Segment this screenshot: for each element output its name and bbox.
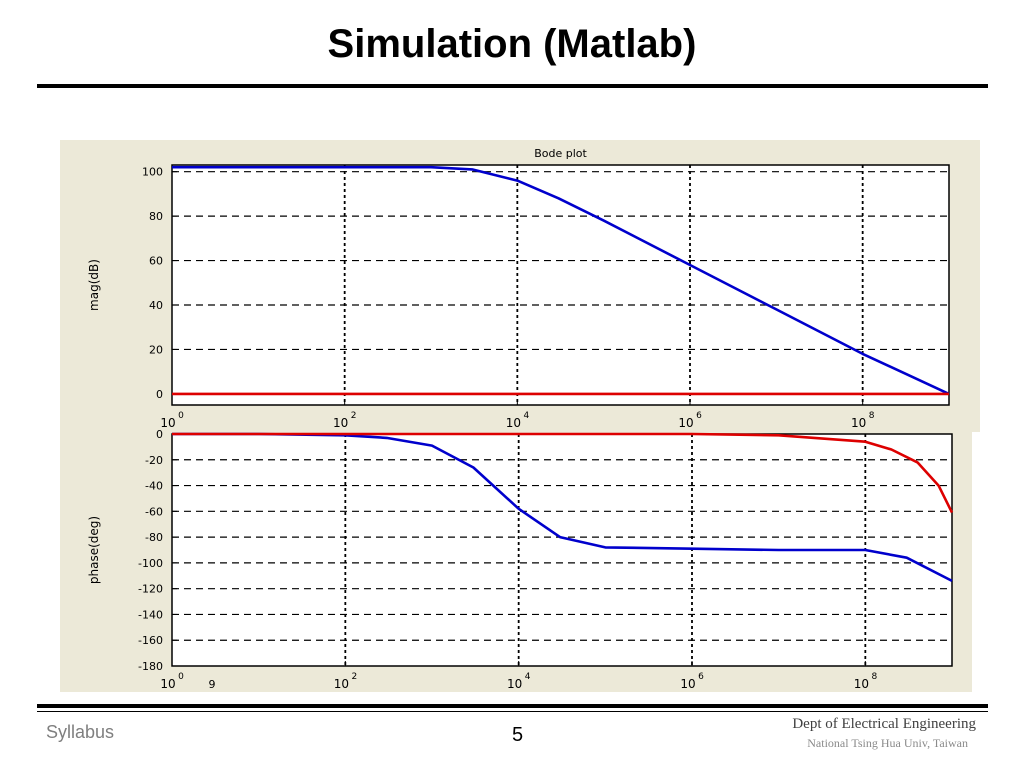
x-extra-tick-label: 9 — [209, 678, 216, 691]
axes-box — [171, 164, 950, 406]
x-tick-exponent: 2 — [351, 672, 357, 682]
y-tick-label: 0 — [156, 388, 163, 401]
x-tick-exponent: 2 — [351, 411, 357, 421]
x-tick-base: 10 — [678, 416, 693, 430]
x-tick-exponent: 0 — [178, 672, 184, 682]
x-tick-base: 10 — [160, 677, 175, 691]
y-tick-label: -120 — [138, 583, 163, 596]
y-tick-label: -20 — [145, 454, 163, 467]
slide-title: Simulation (Matlab) — [327, 22, 697, 66]
y-tick-label: 40 — [149, 299, 163, 312]
series-red-line — [172, 432, 954, 514]
y-tick-label: -160 — [138, 634, 163, 647]
x-tick-exponent: 8 — [869, 411, 875, 421]
x-tick-base: 10 — [507, 677, 522, 691]
x-tick-exponent: 8 — [871, 672, 877, 682]
x-tick-exponent: 6 — [696, 411, 702, 421]
y-tick-label: 0 — [156, 428, 163, 441]
y-tick-label: 20 — [149, 343, 163, 356]
y-tick-label: -180 — [138, 660, 163, 673]
footer-rule-thin — [37, 711, 988, 712]
footer-university: National Tsing Hua Univ, Taiwan — [807, 736, 968, 750]
y-tick-label: -60 — [145, 505, 163, 518]
x-tick-base: 10 — [680, 677, 695, 691]
y-axis-label: mag(dB) — [87, 259, 101, 311]
series-blue-line — [172, 432, 953, 583]
x-tick-base: 10 — [851, 416, 866, 430]
footer-department: Dept of Electrical Engineering — [792, 716, 976, 732]
x-tick-base: 10 — [334, 677, 349, 691]
chart-title: Bode plot — [534, 147, 587, 160]
y-tick-label: 80 — [149, 210, 163, 223]
x-tick-base: 10 — [160, 416, 175, 430]
plot-area-1 — [172, 165, 949, 405]
y-tick-label: 100 — [142, 166, 163, 179]
x-tick-exponent: 6 — [698, 672, 704, 682]
y-axis-label: phase(deg) — [87, 516, 101, 584]
page-number: 5 — [512, 724, 524, 746]
title-underline — [37, 84, 988, 88]
footer-section-label: Syllabus — [46, 722, 115, 742]
y-tick-label: -100 — [138, 557, 163, 570]
y-tick-label: -140 — [138, 608, 163, 621]
x-tick-exponent: 4 — [523, 411, 529, 421]
x-tick-exponent: 4 — [525, 672, 531, 682]
y-tick-label: -40 — [145, 480, 163, 493]
series-blue-line — [172, 165, 950, 396]
y-tick-label: 60 — [149, 255, 163, 268]
x-tick-exponent: 0 — [178, 411, 184, 421]
x-tick-base: 10 — [506, 416, 521, 430]
x-tick-base: 10 — [333, 416, 348, 430]
x-tick-base: 10 — [854, 677, 869, 691]
y-tick-label: -80 — [145, 531, 163, 544]
footer-rule-thick — [37, 704, 988, 708]
